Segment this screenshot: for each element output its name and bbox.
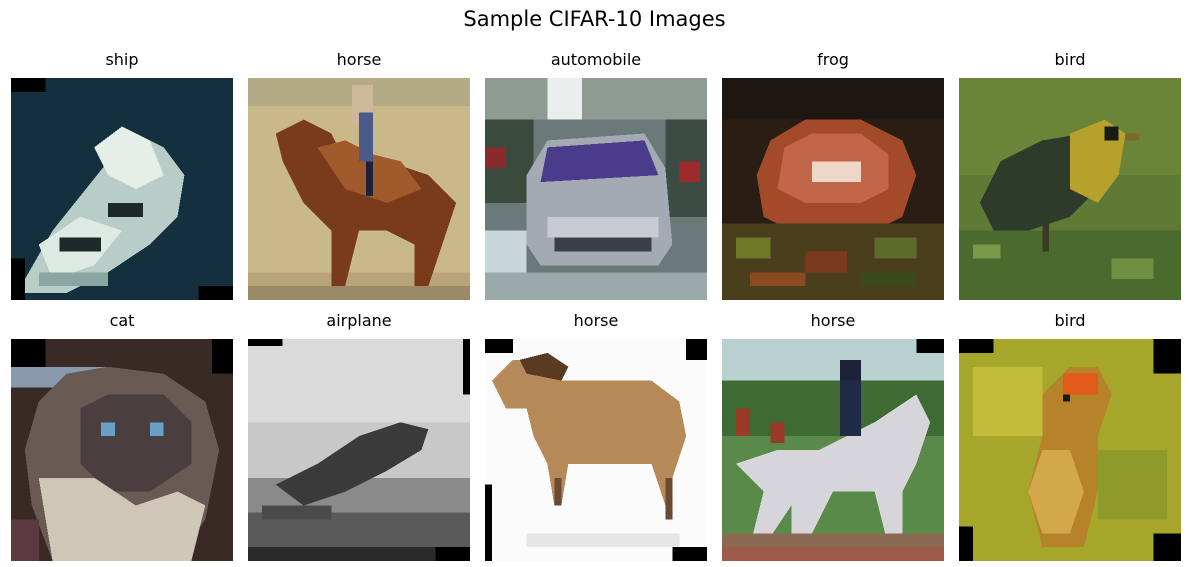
- image-panel-horse: horse: [485, 309, 707, 561]
- bird-yellow-background-photo: [959, 339, 1181, 561]
- cat-photo: [11, 339, 233, 561]
- image-panel-bird: bird: [959, 48, 1181, 300]
- image-panel-ship: ship: [11, 48, 233, 300]
- figure-title: Sample CIFAR-10 Images: [463, 7, 726, 31]
- image-label: horse: [336, 50, 382, 69]
- image-panel-bird: bird: [959, 309, 1181, 561]
- image-label: frog: [817, 50, 849, 69]
- airplane-grayscale-photo: [248, 339, 470, 561]
- image-label: cat: [109, 311, 135, 330]
- image-panel-horse: horse: [248, 48, 470, 300]
- automobile-photo: [485, 78, 707, 300]
- image-label: bird: [1054, 311, 1086, 330]
- image-label: horse: [573, 311, 619, 330]
- horse-rider-photo: [248, 78, 470, 300]
- horse-rider-white-horse-photo: [722, 339, 944, 561]
- image-panel-automobile: automobile: [485, 48, 707, 300]
- image-panel-horse: horse: [722, 309, 944, 561]
- image-label: automobile: [550, 50, 642, 69]
- ship-photo: [11, 78, 233, 300]
- image-label: ship: [105, 50, 139, 69]
- image-label: bird: [1054, 50, 1086, 69]
- image-panel-frog: frog: [722, 48, 944, 300]
- image-label: airplane: [326, 311, 392, 330]
- frog-photo: [722, 78, 944, 300]
- image-panel-cat: cat: [11, 309, 233, 561]
- image-label: horse: [810, 311, 856, 330]
- image-panel-airplane: airplane: [248, 309, 470, 561]
- horse-white-background-photo: [485, 339, 707, 561]
- bird-on-grass-photo: [959, 78, 1181, 300]
